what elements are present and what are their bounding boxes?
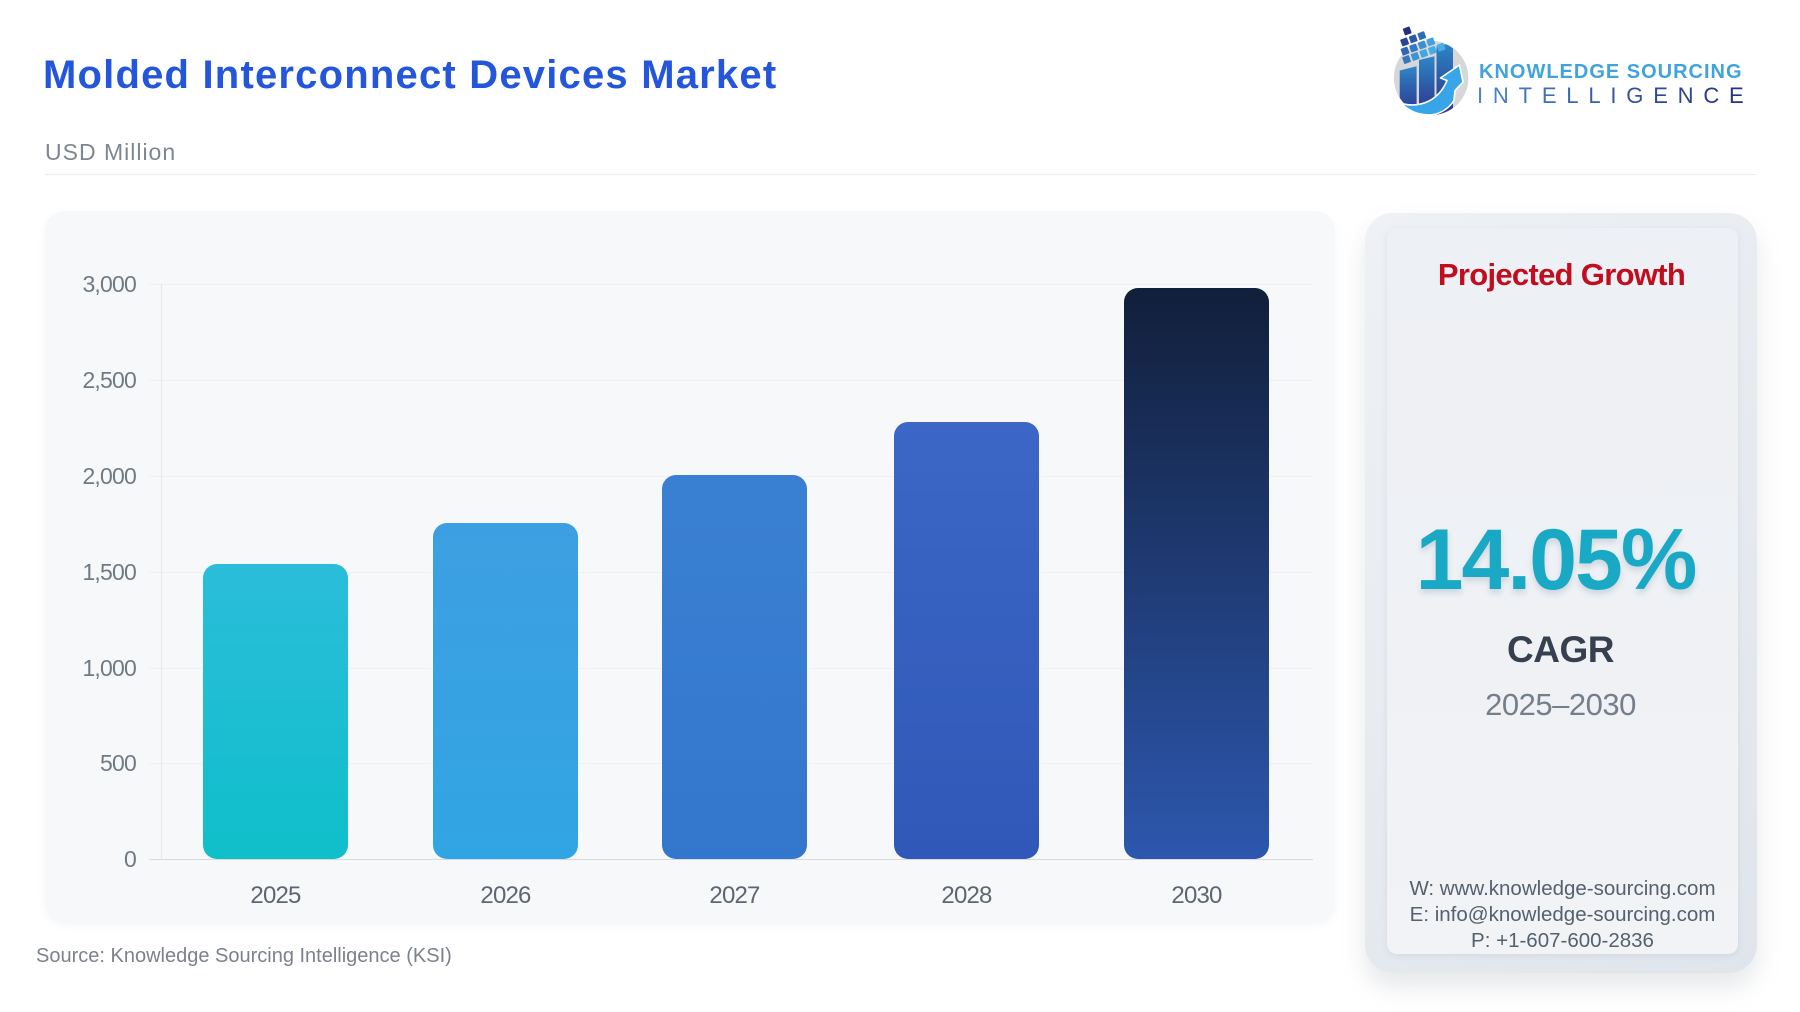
svg-text:KNOWLEDGE SOURCING: KNOWLEDGE SOURCING: [1479, 61, 1743, 83]
svg-text:INTELLIGENCE: INTELLIGENCE: [1477, 83, 1754, 108]
